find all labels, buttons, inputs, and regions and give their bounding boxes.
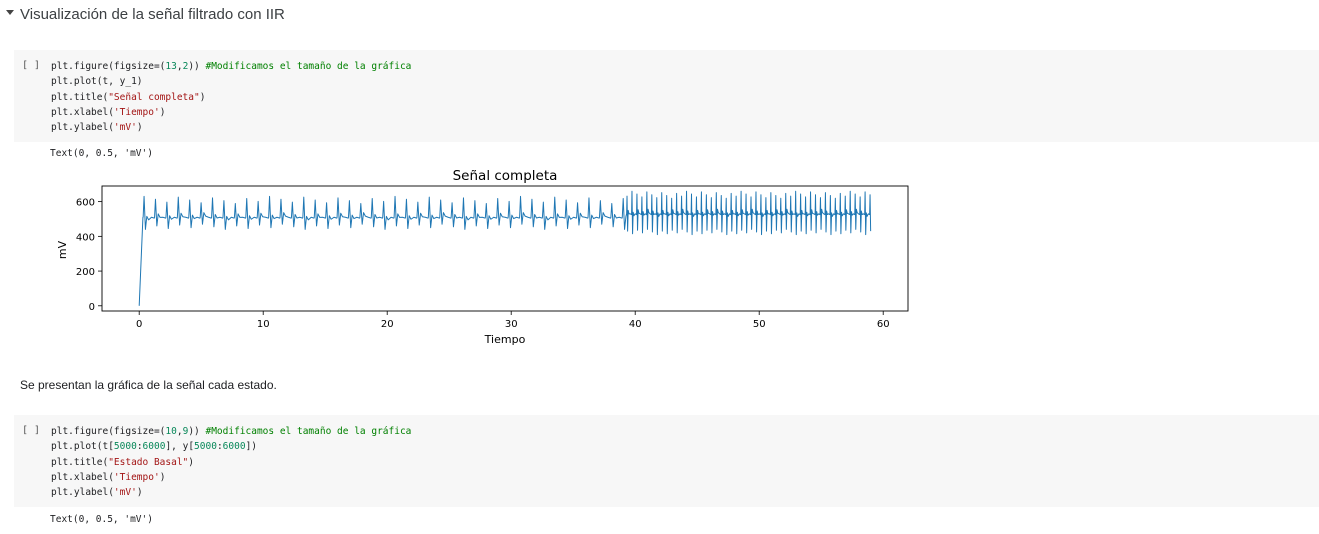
x-tick-label: 20 bbox=[381, 319, 394, 330]
code-token: plt.title( bbox=[51, 456, 109, 468]
code-token: 'mV' bbox=[113, 487, 137, 499]
code-token: plt.title( bbox=[51, 91, 109, 103]
code-token: ) bbox=[159, 106, 166, 118]
code-token: 6000 bbox=[142, 441, 166, 453]
y-tick-label: 400 bbox=[76, 232, 95, 243]
signal-line bbox=[138, 190, 872, 306]
code-token: ) bbox=[136, 487, 143, 499]
code-token: "Estado Basal" bbox=[108, 456, 189, 468]
markdown-text: Se presentan la gráfica de la señal cada… bbox=[20, 378, 277, 392]
code-cell-1[interactable]: [ ] plt.figure(figsize=(13,2)) #Modifica… bbox=[14, 50, 1319, 142]
code-token: , bbox=[176, 61, 183, 72]
y-tick-label: 200 bbox=[76, 267, 95, 278]
chart-title: Señal completa bbox=[453, 168, 558, 184]
x-tick-label: 0 bbox=[136, 319, 142, 330]
code-token: plt.figure(figsize=( bbox=[51, 61, 166, 72]
code-token: #Modificamos el tamaño de la gráfica bbox=[205, 426, 412, 437]
code-token: plt.xlabel( bbox=[51, 471, 114, 483]
code-line: plt.title("Estado Basal") bbox=[51, 455, 411, 470]
y-tick-label: 600 bbox=[76, 198, 95, 209]
code-token: 5000 bbox=[194, 441, 217, 453]
code-line: plt.plot(t[5000:6000], y[5000:6000]) bbox=[51, 439, 411, 454]
code-token: )) bbox=[188, 426, 206, 437]
code-token: plt.plot(t, y_1) bbox=[51, 76, 143, 88]
code-token: 5000 bbox=[113, 441, 137, 453]
y-tick-label: 0 bbox=[89, 302, 95, 313]
code-line: plt.title("Señal completa") bbox=[51, 90, 411, 105]
code-token: 10 bbox=[165, 426, 177, 437]
x-tick-label: 10 bbox=[257, 319, 270, 330]
code-editor[interactable]: plt.figure(figsize=(10,9)) #Modificamos … bbox=[51, 424, 411, 500]
x-tick-label: 50 bbox=[753, 319, 766, 330]
code-token: 'Tiempo' bbox=[113, 471, 160, 483]
code-token: plt.plot(t[ bbox=[51, 441, 114, 453]
code-token: 6000 bbox=[222, 441, 246, 453]
collapse-caret-icon[interactable] bbox=[6, 10, 14, 15]
code-token: "Señal completa" bbox=[108, 91, 200, 103]
x-tick-label: 60 bbox=[877, 319, 890, 330]
section-title: Visualización de la señal filtrado con I… bbox=[20, 6, 285, 23]
code-cell-2[interactable]: [ ] plt.figure(figsize=(10,9)) #Modifica… bbox=[14, 415, 1319, 507]
run-cell-button[interactable]: [ ] bbox=[22, 425, 41, 436]
x-axis-label: Tiempo bbox=[484, 333, 526, 346]
code-token: , bbox=[176, 426, 183, 437]
code-token: : bbox=[136, 441, 143, 453]
code-line: plt.ylabel('mV') bbox=[51, 120, 411, 135]
code-line: plt.plot(t, y_1) bbox=[51, 74, 411, 89]
section-header: Visualización de la señal filtrado con I… bbox=[0, 0, 1319, 32]
cell-output-text: Text(0, 0.5, 'mV') bbox=[50, 148, 153, 159]
code-line: plt.xlabel('Tiempo') bbox=[51, 470, 411, 485]
code-token: plt.ylabel( bbox=[51, 487, 114, 499]
code-line: plt.ylabel('mV') bbox=[51, 485, 411, 500]
code-token: ) bbox=[188, 456, 195, 468]
code-line: plt.figure(figsize=(13,2)) #Modificamos … bbox=[51, 59, 411, 74]
cell-output-text: Text(0, 0.5, 'mV') bbox=[50, 514, 153, 525]
x-tick-label: 30 bbox=[505, 319, 518, 330]
code-token: plt.figure(figsize=( bbox=[51, 426, 166, 437]
code-token: ) bbox=[136, 122, 143, 134]
code-token: plt.ylabel( bbox=[51, 122, 114, 134]
code-token: ]) bbox=[245, 441, 258, 453]
code-token: : bbox=[216, 441, 223, 453]
code-editor[interactable]: plt.figure(figsize=(13,2)) #Modificamos … bbox=[51, 59, 411, 135]
code-token: ) bbox=[159, 471, 166, 483]
code-token: 13 bbox=[165, 61, 177, 72]
code-token: 2 bbox=[182, 61, 189, 72]
code-token: 'mV' bbox=[113, 122, 137, 134]
run-cell-button[interactable]: [ ] bbox=[22, 60, 41, 71]
code-token: ) bbox=[199, 91, 206, 103]
code-line: plt.figure(figsize=(10,9)) #Modificamos … bbox=[51, 424, 411, 439]
plot-frame bbox=[101, 185, 909, 312]
code-token: 'Tiempo' bbox=[113, 106, 160, 118]
code-token: #Modificamos el tamaño de la gráfica bbox=[205, 61, 412, 72]
x-tick-label: 40 bbox=[629, 319, 642, 330]
code-token: 9 bbox=[182, 426, 189, 437]
y-axis-label: mV bbox=[56, 240, 69, 259]
code-token: ], y[ bbox=[165, 441, 195, 453]
code-token: )) bbox=[188, 61, 206, 72]
code-token: plt.xlabel( bbox=[51, 106, 114, 118]
code-line: plt.xlabel('Tiempo') bbox=[51, 105, 411, 120]
